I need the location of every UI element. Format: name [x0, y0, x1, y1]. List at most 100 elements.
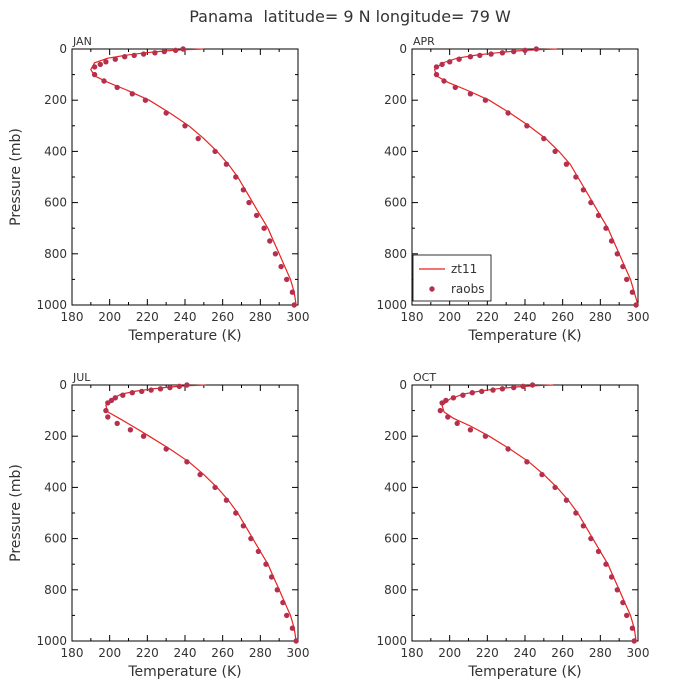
data-point [603, 225, 609, 231]
x-tick-label: 240 [174, 310, 197, 324]
x-tick-label: 180 [401, 646, 424, 660]
x-tick-label: 300 [287, 646, 310, 660]
data-point [176, 383, 182, 389]
x-tick-label: 200 [438, 310, 461, 324]
y-tick-label: 800 [44, 583, 67, 597]
data-point [433, 64, 440, 70]
data-point [182, 123, 188, 129]
data-point [580, 523, 587, 529]
data-point [580, 187, 587, 193]
y-tick-label: 400 [44, 144, 67, 158]
data-point [482, 433, 489, 439]
data-point [469, 390, 475, 396]
data-point [101, 78, 107, 84]
y-tick-label: 200 [384, 93, 407, 107]
data-point [280, 599, 286, 606]
data-point [129, 91, 135, 97]
data-point [289, 289, 296, 295]
x-tick-label: 200 [438, 646, 461, 660]
y-tick-label: 400 [44, 480, 67, 494]
x-tick-label: 220 [136, 310, 159, 324]
x-axis-label: Temperature (K) [467, 328, 581, 344]
data-point [467, 54, 474, 60]
data-point [255, 548, 262, 555]
plot-frame [71, 384, 299, 642]
x-axis-label: Temperature (K) [467, 664, 581, 680]
legend: zt11 raobs [412, 254, 492, 302]
data-point [172, 47, 179, 53]
y-tick-label: 1000 [36, 298, 67, 312]
series-points-raobs [437, 382, 637, 644]
x-tick-label: 280 [589, 310, 612, 324]
data-point [152, 50, 158, 56]
panel-jan: JAN 180 200 220 240 260 280 300 0 200 400 600 800 100… [8, 35, 309, 344]
data-point [524, 459, 530, 465]
panels: JAN 180 200 220 240 260 280 300 0 200 400 600 800 100… [8, 35, 649, 680]
data-point [131, 52, 137, 59]
data-point [499, 50, 506, 56]
data-point [195, 135, 201, 142]
plot-frame [71, 48, 299, 306]
data-point [293, 638, 299, 644]
data-point [167, 384, 173, 391]
data-point [437, 407, 443, 414]
data-point [479, 388, 485, 395]
data-point [289, 625, 296, 631]
data-point [450, 395, 457, 401]
data-point [490, 387, 496, 393]
x-tick-label: 300 [287, 310, 310, 324]
panel-jul: JUL 180 200 220 240 260 280 300 0 200 400 600 800 100… [8, 371, 309, 680]
data-point [112, 56, 119, 62]
data-point [595, 548, 602, 555]
data-point [454, 420, 460, 427]
data-point [114, 84, 120, 91]
data-point [522, 47, 528, 53]
x-tick-label: 240 [514, 310, 537, 324]
data-point [588, 199, 594, 206]
data-point [552, 484, 558, 491]
data-point [184, 382, 190, 388]
x-axis-label: Temperature (K) [127, 328, 241, 344]
data-point [263, 561, 269, 567]
data-point [142, 97, 149, 103]
y-tick-label: 400 [384, 480, 407, 494]
x-tick-label: 180 [401, 310, 424, 324]
data-point [467, 427, 474, 433]
data-point [127, 427, 134, 433]
series-points-raobs [103, 382, 299, 644]
x-tick-label: 240 [174, 646, 197, 660]
data-point [272, 251, 279, 257]
data-point [248, 535, 254, 542]
series-line-zt11 [433, 48, 639, 306]
data-point [284, 612, 290, 619]
y-tick-label: 200 [44, 93, 67, 107]
legend-point-swatch [429, 286, 435, 292]
y-tick-label: 0 [399, 42, 407, 56]
data-point [520, 383, 526, 389]
figure-title: Panama latitude= 9 N longitude= 79 W [189, 7, 511, 26]
data-point [223, 161, 230, 167]
data-point [614, 587, 620, 593]
data-point [482, 97, 489, 103]
data-point [608, 574, 615, 580]
data-point [278, 263, 284, 270]
data-point [157, 386, 164, 392]
data-point [180, 46, 186, 52]
panel-label: JAN [72, 35, 92, 48]
x-tick-label: 260 [551, 310, 574, 324]
data-point [163, 110, 169, 116]
y-tick-label: 600 [44, 532, 67, 546]
data-point [240, 187, 247, 193]
y-tick-label: 200 [44, 429, 67, 443]
series-line-zt11 [105, 384, 297, 642]
data-point [541, 135, 547, 142]
data-point [240, 523, 247, 529]
data-point [261, 225, 267, 231]
data-point [488, 51, 494, 57]
legend-label: raobs [451, 282, 485, 296]
data-point [552, 148, 558, 155]
data-point [114, 420, 120, 427]
data-point [445, 414, 451, 420]
legend-box [412, 254, 492, 302]
data-point [467, 91, 474, 97]
